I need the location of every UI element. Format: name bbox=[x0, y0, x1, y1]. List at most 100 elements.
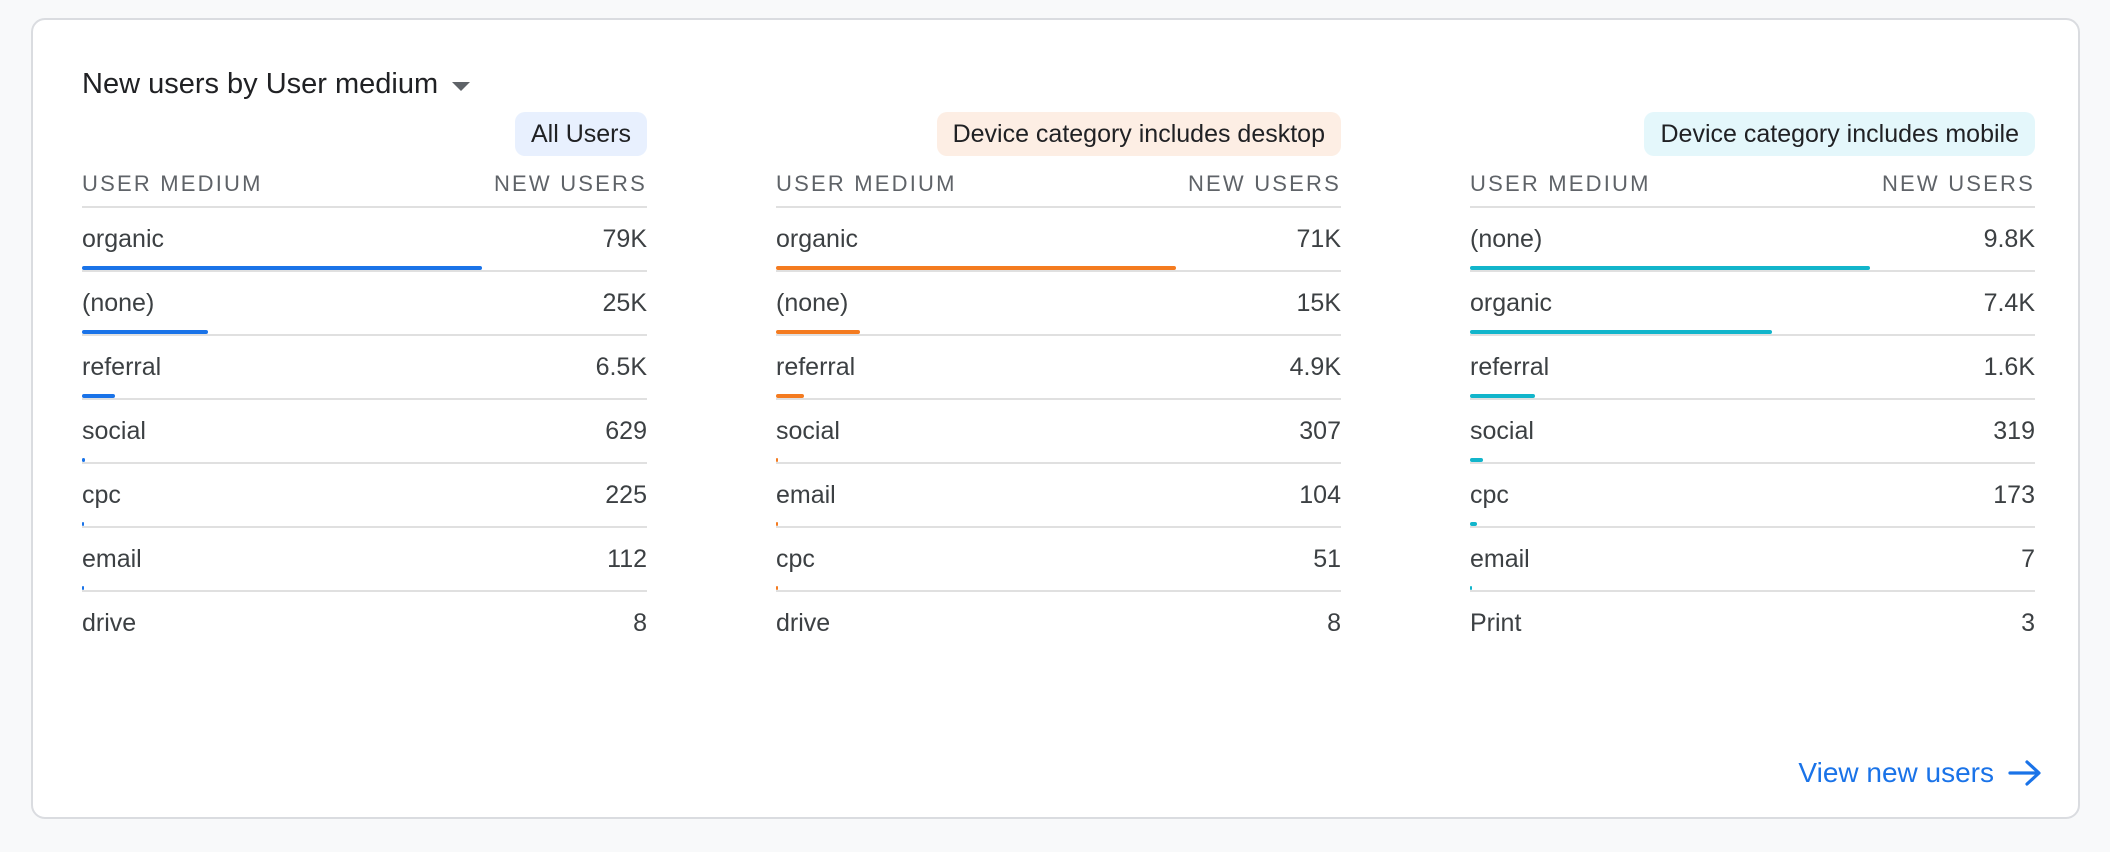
card-title: New users by User medium bbox=[82, 68, 439, 100]
row-bar bbox=[1470, 394, 1535, 398]
row-value: 1.6K bbox=[1983, 353, 2035, 381]
row-label: cpc bbox=[776, 545, 815, 573]
row-label: social bbox=[776, 417, 840, 445]
table-row[interactable]: drive 8 bbox=[776, 592, 1341, 654]
table-row[interactable]: (none) 25K bbox=[82, 272, 647, 336]
row-bar bbox=[82, 586, 84, 590]
row-value: 112 bbox=[607, 545, 647, 573]
row-bar bbox=[82, 458, 85, 462]
table-row[interactable]: cpc 51 bbox=[776, 528, 1341, 592]
row-value: 79K bbox=[602, 225, 647, 253]
row-bar bbox=[776, 394, 804, 398]
row-bar bbox=[776, 266, 1176, 270]
segment-chip: Device category includes mobile bbox=[1644, 112, 2035, 156]
row-value: 173 bbox=[1993, 481, 2035, 509]
table-row[interactable]: cpc 173 bbox=[1470, 464, 2035, 528]
column-header: USER MEDIUM NEW USERS bbox=[82, 162, 647, 208]
table-row[interactable]: (none) 15K bbox=[776, 272, 1341, 336]
table-row[interactable]: cpc 225 bbox=[82, 464, 647, 528]
card-title-dropdown[interactable]: New users by User medium bbox=[82, 68, 471, 101]
row-label: cpc bbox=[1470, 481, 1509, 509]
row-bar bbox=[1470, 522, 1477, 526]
row-bar bbox=[776, 586, 778, 590]
row-label: cpc bbox=[82, 481, 121, 509]
segment-chip: All Users bbox=[514, 112, 647, 156]
row-value: 307 bbox=[1299, 417, 1341, 445]
row-label: referral bbox=[82, 353, 162, 381]
table-row[interactable]: email 112 bbox=[82, 528, 647, 592]
row-label: social bbox=[82, 417, 146, 445]
row-bar bbox=[1470, 458, 1483, 462]
table-row[interactable]: drive 8 bbox=[82, 592, 647, 654]
row-value: 7 bbox=[2021, 545, 2035, 573]
column-header-dimension: USER MEDIUM bbox=[82, 171, 263, 196]
row-value: 4.9K bbox=[1289, 353, 1341, 381]
row-label: referral bbox=[1470, 353, 1550, 381]
row-value: 3 bbox=[2021, 609, 2035, 637]
row-value: 25K bbox=[602, 289, 647, 317]
row-label: organic bbox=[1470, 289, 1552, 317]
column-header-dimension: USER MEDIUM bbox=[776, 171, 957, 196]
row-bar bbox=[776, 458, 778, 462]
table-row[interactable]: organic 79K bbox=[82, 208, 647, 272]
table-row[interactable]: social 307 bbox=[776, 400, 1341, 464]
table-row[interactable]: Print 3 bbox=[1470, 592, 2035, 654]
new-users-card: New users by User medium All Users USER … bbox=[31, 18, 2080, 819]
row-bar bbox=[776, 330, 860, 334]
column-header-metric: NEW USERS bbox=[493, 171, 647, 196]
caret-down-icon bbox=[452, 81, 471, 91]
row-label: organic bbox=[776, 225, 858, 253]
panel-mobile: Device category includes mobile USER MED… bbox=[1470, 112, 2035, 654]
row-bar bbox=[1470, 330, 1772, 334]
row-value: 8 bbox=[1327, 609, 1341, 637]
column-header-metric: NEW USERS bbox=[1187, 171, 1341, 196]
column-header-metric: NEW USERS bbox=[1881, 171, 2035, 196]
row-bar bbox=[82, 330, 208, 334]
row-label: (none) bbox=[1470, 225, 1543, 253]
row-value: 15K bbox=[1296, 289, 1341, 317]
row-bar bbox=[1470, 586, 1472, 590]
row-value: 225 bbox=[605, 481, 647, 509]
row-label: email bbox=[776, 481, 836, 509]
table-row[interactable]: email 104 bbox=[776, 464, 1341, 528]
table-row[interactable]: (none) 9.8K bbox=[1470, 208, 2035, 272]
row-label: organic bbox=[82, 225, 164, 253]
row-value: 8 bbox=[633, 609, 647, 637]
row-bar bbox=[776, 522, 778, 526]
row-value: 629 bbox=[605, 417, 647, 445]
table-rows: organic 79K (none) 25K referral 6.5K social 629… bbox=[82, 208, 647, 654]
column-header: USER MEDIUM NEW USERS bbox=[1470, 162, 2035, 208]
row-bar bbox=[82, 394, 115, 398]
row-value: 7.4K bbox=[1983, 289, 2035, 317]
column-header: USER MEDIUM NEW USERS bbox=[776, 162, 1341, 208]
view-new-users-label: View new users bbox=[1798, 757, 1994, 788]
row-label: (none) bbox=[82, 289, 155, 317]
row-label: drive bbox=[776, 609, 831, 637]
row-label: email bbox=[1470, 545, 1530, 573]
row-label: social bbox=[1470, 417, 1534, 445]
table-row[interactable]: referral 1.6K bbox=[1470, 336, 2035, 400]
table-row[interactable]: referral 6.5K bbox=[82, 336, 647, 400]
row-value: 71K bbox=[1296, 225, 1341, 253]
table-row[interactable]: social 319 bbox=[1470, 400, 2035, 464]
column-header-dimension: USER MEDIUM bbox=[1470, 171, 1651, 196]
row-label: referral bbox=[776, 353, 856, 381]
row-bar bbox=[82, 522, 84, 526]
segment-chip: Device category includes desktop bbox=[936, 112, 1341, 156]
row-label: email bbox=[82, 545, 142, 573]
row-value: 6.5K bbox=[595, 353, 647, 381]
row-value: 51 bbox=[1313, 545, 1341, 573]
arrow-right-icon bbox=[2008, 760, 2042, 786]
row-bar bbox=[82, 266, 482, 270]
row-bar bbox=[1470, 266, 1870, 270]
panel-all-users: All Users USER MEDIUM NEW USERS organic 7… bbox=[82, 112, 647, 654]
table-row[interactable]: organic 7.4K bbox=[1470, 272, 2035, 336]
row-value: 319 bbox=[1993, 417, 2035, 445]
row-label: (none) bbox=[776, 289, 849, 317]
view-new-users-link[interactable]: View new users bbox=[1798, 757, 2042, 789]
table-row[interactable]: organic 71K bbox=[776, 208, 1341, 272]
table-row[interactable]: referral 4.9K bbox=[776, 336, 1341, 400]
table-row[interactable]: social 629 bbox=[82, 400, 647, 464]
table-row[interactable]: email 7 bbox=[1470, 528, 2035, 592]
row-label: drive bbox=[82, 609, 137, 637]
